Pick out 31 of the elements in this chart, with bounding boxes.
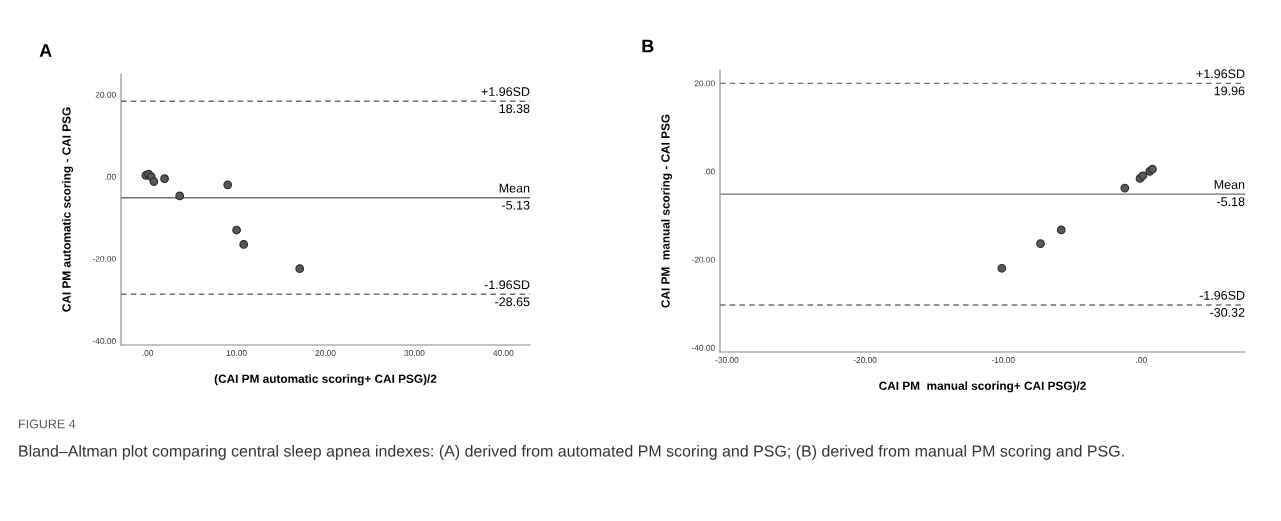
y-tick-label: 20.00 xyxy=(694,80,715,87)
ref-line-label: -1.96SD -30.32 xyxy=(1199,290,1245,317)
y-tick-label: 20.00 xyxy=(95,91,116,98)
y-tick-label: -40.00 xyxy=(691,344,715,351)
ref-line-label: +1.96SD 18.38 xyxy=(481,87,530,114)
y-tick-label: -20.00 xyxy=(92,255,116,262)
x-tick-label: 20.00 xyxy=(315,350,336,356)
x-tick-label: 30.00 xyxy=(404,350,425,356)
y-tick-label: .00 xyxy=(105,173,116,180)
x-axis-title: CAI PM manual scoring+ CAI PSG)/2 xyxy=(879,381,1086,393)
caption: FIGURE 4 xyxy=(19,419,76,429)
y-tick-label: -40.00 xyxy=(92,338,116,344)
x-tick-label: -10.00 xyxy=(991,357,1015,363)
x-tick-label: .00 xyxy=(142,350,154,356)
ref-line-label: -1.96SD -28.65 xyxy=(484,280,530,307)
y-tick-label: -20.00 xyxy=(691,256,715,263)
ref-line-label: Mean -5.18 xyxy=(1214,180,1245,207)
chart-title: A xyxy=(39,44,52,57)
ref-line-label: Mean -5.13 xyxy=(499,183,530,210)
y-axis-title: CAI PM automatic scoring - CAI PSG xyxy=(62,107,74,312)
y-tick-label: .00 xyxy=(704,168,715,175)
x-tick-label: 10.00 xyxy=(226,350,247,356)
x-tick-label: -20.00 xyxy=(853,357,877,363)
x-tick-label: 40.00 xyxy=(493,350,514,356)
chart-title: B xyxy=(642,39,654,53)
x-tick-label: -30.00 xyxy=(715,357,739,363)
ref-line-label: +1.96SD 19.96 xyxy=(1196,69,1245,96)
x-axis-title: (CAI PM automatic scoring+ CAI PSG)/2 xyxy=(214,374,437,386)
y-axis-title: CAI PM manual scoring - CAI PSG xyxy=(661,114,673,308)
x-tick-label: .00 xyxy=(1136,357,1147,363)
text: Bland–Altman plot comparing central sleep apnea indexes: (A) derived from automated PM scoring and PSG; (B) derived from manual PM scoring and PSG. xyxy=(19,445,1124,460)
